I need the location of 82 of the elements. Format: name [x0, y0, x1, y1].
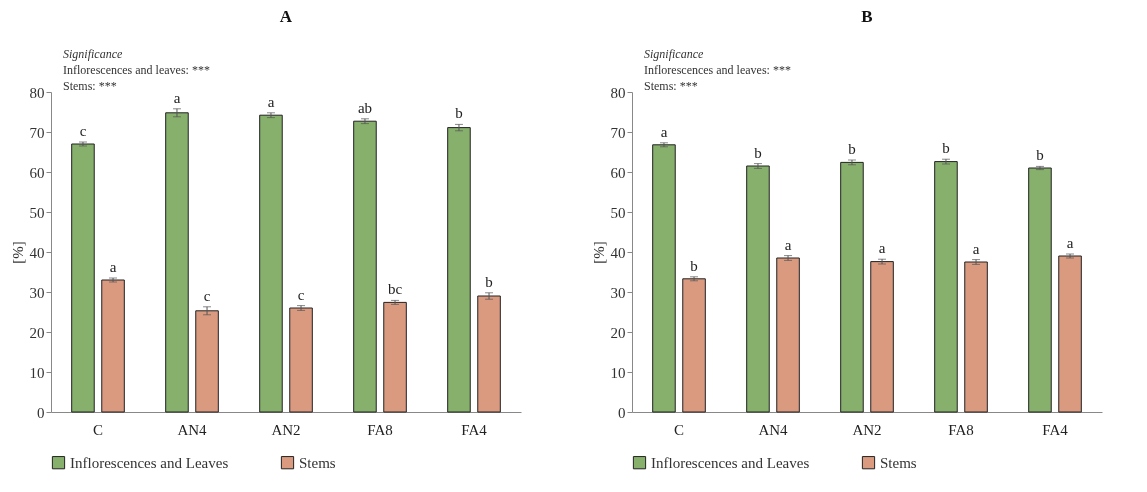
- data-label: b: [754, 144, 762, 161]
- x-tick-label: AN2: [271, 421, 301, 438]
- bar: [870, 261, 894, 413]
- data-label: b: [455, 105, 463, 122]
- x-tick-label: FA4: [461, 421, 488, 438]
- data-label: b: [942, 140, 950, 157]
- y-tick-label: 40: [610, 244, 626, 261]
- y-tick-label: 0: [37, 404, 45, 421]
- data-label: a: [267, 93, 275, 110]
- data-label: a: [878, 240, 886, 257]
- bar: [776, 257, 800, 413]
- data-label: a: [972, 240, 980, 257]
- bar: [477, 295, 501, 413]
- bar: [71, 143, 95, 413]
- bar: [289, 307, 313, 413]
- y-tick-label: 30: [29, 284, 45, 301]
- y-tick-label: 80: [29, 84, 45, 101]
- chart-title: A: [279, 7, 293, 26]
- bar: [934, 161, 958, 413]
- x-tick-label: AN2: [852, 421, 882, 438]
- legend-label: Inflorescences and Leaves: [651, 454, 810, 471]
- y-tick-label: 60: [610, 164, 626, 181]
- y-tick-label: 30: [610, 284, 626, 301]
- y-tick-label: 20: [29, 324, 45, 341]
- text: Significance: [644, 47, 704, 61]
- data-label: bc: [387, 281, 403, 298]
- bar: [1028, 167, 1052, 413]
- y-tick-label: 70: [29, 124, 45, 141]
- x-tick-label: FA4: [1042, 421, 1069, 438]
- data-label: a: [109, 259, 117, 275]
- legend-label: Stems: [880, 454, 917, 471]
- data-label: a: [660, 123, 668, 140]
- y-tick-label: 50: [610, 204, 626, 221]
- x-tick-label: AN4: [177, 421, 208, 438]
- y-tick-label: 20: [610, 324, 626, 341]
- y-tick-label: 60: [29, 164, 45, 181]
- x-tick-label: FA8: [948, 421, 974, 438]
- data-label: b: [485, 273, 493, 290]
- data-label: c: [79, 123, 87, 139]
- y-axis-title: [%]: [9, 241, 26, 264]
- data-label: c: [203, 287, 211, 304]
- bar: [652, 144, 676, 413]
- y-tick-label: 50: [29, 204, 45, 221]
- text: Inflorescences and leaves: ***: [644, 63, 791, 77]
- y-tick-label: 10: [29, 364, 45, 381]
- x-tick-label: C: [673, 421, 685, 438]
- text: Significance: [63, 47, 123, 61]
- x-tick-label: C: [92, 421, 104, 438]
- legend-label: Inflorescences and Leaves: [70, 454, 229, 471]
- bar: [682, 278, 706, 413]
- bar: [447, 127, 471, 413]
- data-label: a: [173, 89, 181, 106]
- legend-label: Stems: [299, 454, 336, 471]
- data-label: a: [1066, 235, 1074, 251]
- bar: [259, 114, 283, 413]
- annotation: Stems: ***: [644, 79, 698, 93]
- annotation: Stems: ***: [63, 79, 117, 93]
- y-axis-title: [%]: [590, 241, 607, 264]
- bar: [195, 310, 219, 413]
- y-tick-label: 10: [610, 364, 626, 381]
- y-tick-label: 80: [610, 84, 626, 101]
- bar: [1058, 255, 1082, 413]
- data-label: b: [848, 141, 856, 157]
- data-label: c: [297, 286, 305, 303]
- x-tick-label: FA8: [367, 421, 393, 438]
- data-label: b: [690, 257, 698, 274]
- bar: [964, 261, 988, 413]
- bar: [101, 279, 125, 413]
- x-tick-label: AN4: [758, 421, 789, 438]
- y-tick-label: 40: [29, 244, 45, 261]
- text: Inflorescences and leaves: ***: [63, 63, 210, 77]
- bar: [746, 165, 770, 413]
- bar: [840, 161, 864, 413]
- data-label: ab: [357, 99, 373, 116]
- bar: [165, 112, 189, 413]
- chart-title: B: [861, 7, 873, 26]
- data-label: b: [1036, 147, 1044, 164]
- y-tick-label: 0: [618, 404, 626, 421]
- y-tick-label: 70: [610, 124, 626, 141]
- bar: [383, 301, 407, 413]
- bar: [353, 120, 377, 413]
- data-label: a: [784, 236, 792, 253]
